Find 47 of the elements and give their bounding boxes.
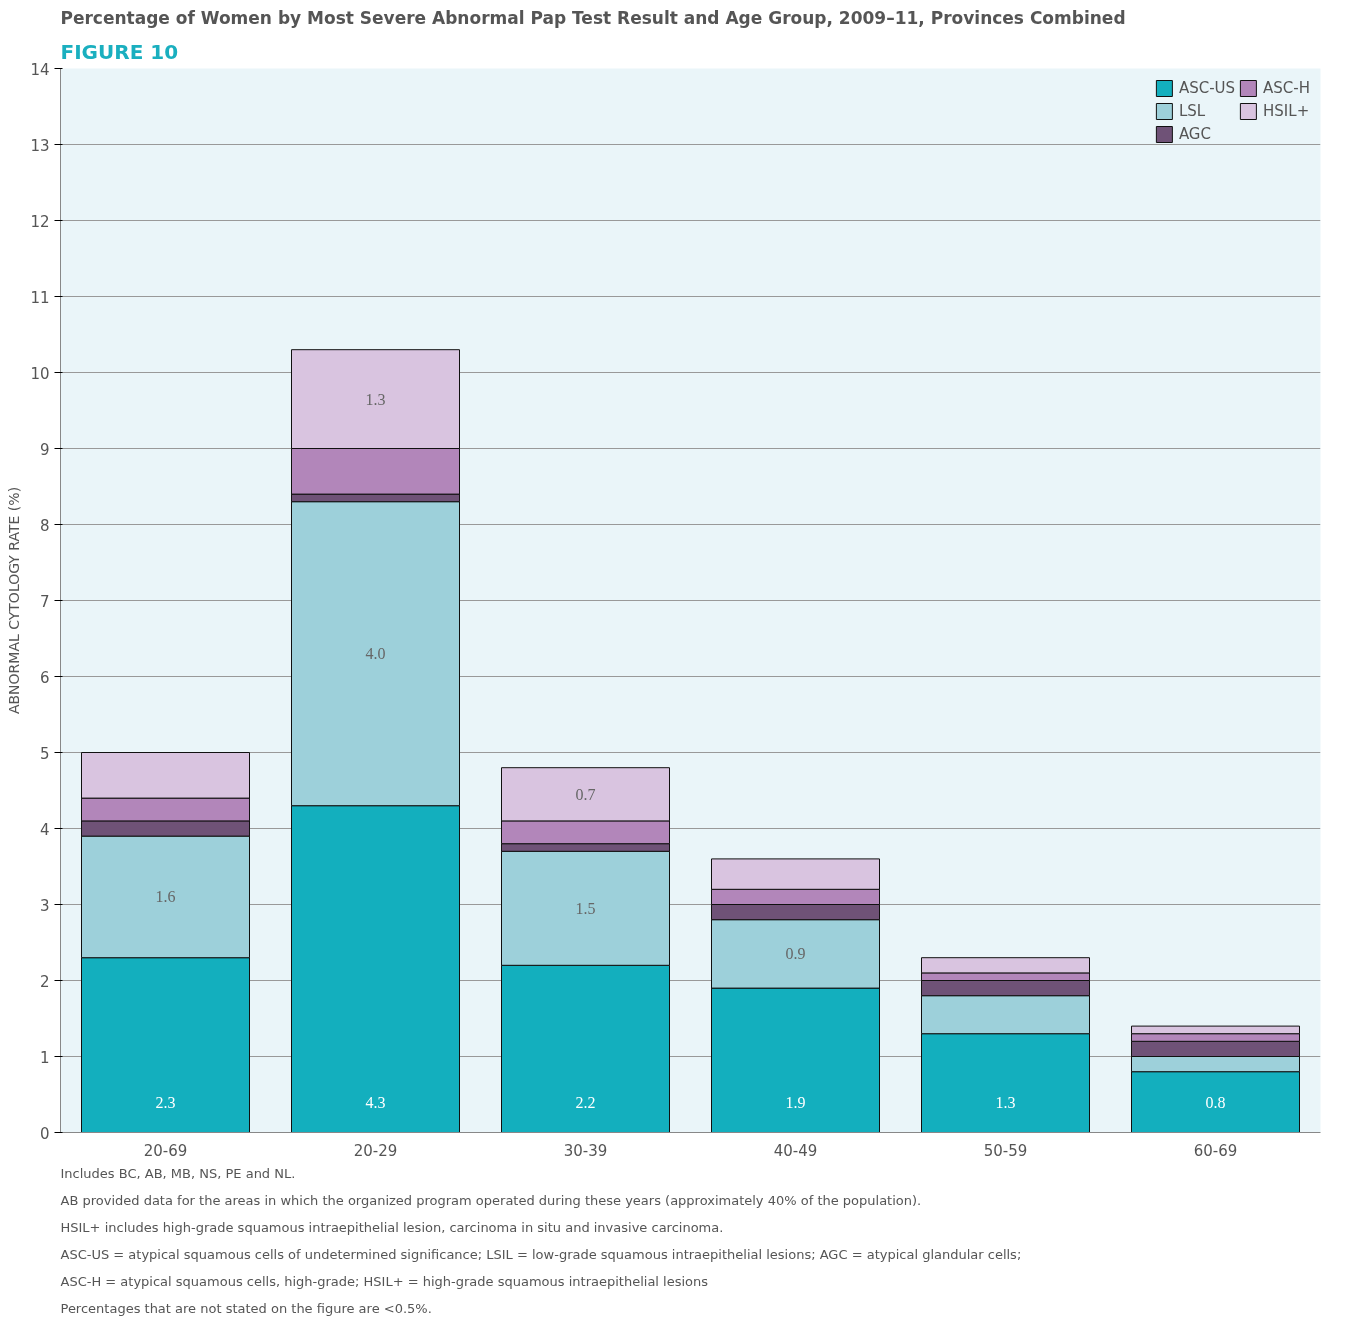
text: AB provided data for the areas in which the organized program operated during these years (approximately 40% of the population). <box>60 1192 922 1208</box>
data-label: 1.9 <box>785 1093 806 1111</box>
text: ASC-US = atypical squamous cells of undetermined significance; LSIL = low-grade squamous intraepithelial lesions; AGC = atypical glandular cells; <box>60 1246 1022 1262</box>
chart-subtitle: Percentage of Women by Most Severe Abnormal Pap Test Result and Age Group, 2009–11, Provinces Combined <box>60 7 1126 28</box>
y-tick-label: 4 <box>39 820 50 839</box>
y-tick-label: 13 <box>30 136 50 155</box>
data-label: 1.6 <box>155 888 176 906</box>
y-tick-label: 7 <box>39 592 50 611</box>
y-tick-label: 5 <box>39 744 50 763</box>
y-tick-label: 10 <box>30 364 50 383</box>
y-tick-label: 0 <box>39 1124 50 1143</box>
data-label: 1.3 <box>995 1093 1016 1111</box>
data-label: 2.3 <box>155 1093 176 1111</box>
x-tick-label: 50-59 <box>983 1141 1028 1160</box>
y-tick-label: 6 <box>39 668 50 687</box>
data-label: 0.8 <box>1205 1093 1226 1111</box>
x-tick-label: 60-69 <box>1193 1141 1238 1160</box>
legend-label: HSIL+ <box>1263 102 1310 120</box>
chart-title: FIGURE 10 <box>60 39 179 64</box>
legend-label: AGC <box>1178 125 1211 143</box>
text: HSIL+ includes high-grade squamous intraepithelial lesion, carcinoma in situ and invasive carcinoma. <box>60 1219 724 1235</box>
legend-label: ASC-US <box>1178 79 1236 97</box>
data-label: 4.3 <box>365 1093 386 1111</box>
data-label: 4.0 <box>365 645 386 663</box>
y-tick-label: 2 <box>39 972 50 991</box>
x-tick-label: 20-29 <box>353 1141 398 1160</box>
text: Percentages that are not stated on the figure are <0.5%. <box>60 1300 432 1316</box>
legend-label: LSL <box>1178 102 1206 120</box>
y-tick-label: 3 <box>39 896 50 915</box>
text: ASC-H = atypical squamous cells, high-grade; HSIL+ = high-grade squamous intraepithelial lesions <box>60 1273 709 1289</box>
y-tick-label: 8 <box>39 516 50 535</box>
y-tick-label: 14 <box>30 60 50 79</box>
x-tick-label: 20-69 <box>143 1141 188 1160</box>
x-tick-label: 40-49 <box>773 1141 818 1160</box>
data-label: 2.2 <box>575 1093 596 1111</box>
y-tick-label: 12 <box>30 212 50 231</box>
data-label: 1.5 <box>575 899 596 917</box>
data-label: 0.9 <box>785 945 806 963</box>
legend-label: ASC-H <box>1263 79 1310 97</box>
x-tick-label: 30-39 <box>563 1141 608 1160</box>
text: Includes BC, AB, MB, NS, PE and NL. <box>60 1165 296 1181</box>
y-tick-label: 1 <box>39 1048 50 1067</box>
y-tick-label: 11 <box>30 288 50 307</box>
y-axis-title: ABNORMAL CYTOLOGY RATE (%) <box>6 486 23 715</box>
y-tick-label: 9 <box>39 440 50 459</box>
data-label: 1.3 <box>365 390 386 408</box>
data-label: 0.7 <box>575 785 596 803</box>
